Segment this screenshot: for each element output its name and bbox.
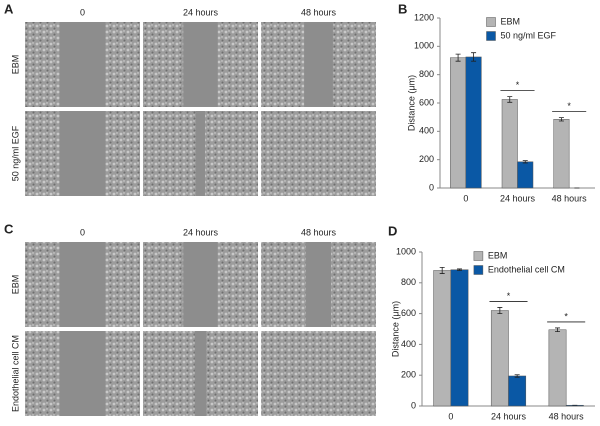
x-tick-label: 48 hours — [552, 193, 588, 203]
bar — [433, 270, 452, 407]
y-axis-label: Distance (μm) — [390, 301, 400, 357]
bar — [465, 56, 482, 189]
legend-swatch — [473, 251, 484, 261]
x-tick-label: 24 hours — [491, 411, 527, 421]
y-tick-label: 200 — [401, 370, 416, 380]
x-tick-label: 48 hours — [549, 411, 585, 421]
error-bar — [522, 160, 528, 164]
column-label: 24 hours — [183, 227, 219, 237]
column-label: 0 — [80, 7, 85, 17]
panel-label: D — [388, 223, 397, 238]
x-tick-label: 0 — [463, 193, 468, 203]
error-bar — [455, 53, 461, 62]
bar — [501, 99, 518, 189]
wound-gap — [59, 111, 106, 196]
y-tick-label: 800 — [401, 277, 416, 287]
error-bar — [555, 327, 561, 333]
column-label: 0 — [80, 227, 85, 237]
y-tick-label: 200 — [419, 154, 434, 164]
wound-gap — [59, 242, 106, 327]
legend-swatch — [486, 31, 496, 41]
column-label: 48 hours — [301, 227, 337, 237]
wound-gap — [59, 22, 106, 107]
error-bar — [456, 268, 462, 271]
error-bar — [439, 267, 445, 274]
error-bar — [514, 374, 520, 378]
y-tick-label: 400 — [401, 339, 416, 349]
wound-gap — [304, 22, 333, 107]
error-bar — [497, 307, 503, 314]
bar — [548, 329, 567, 407]
bar — [517, 161, 534, 189]
y-tick-label: 1200 — [414, 12, 434, 22]
panel-label: A — [4, 1, 14, 16]
x-tick-label: 24 hours — [500, 193, 536, 203]
y-tick-label: 400 — [419, 126, 434, 136]
legend-swatch — [473, 265, 484, 275]
error-bar — [558, 117, 564, 122]
legend-label: Endothelial cell CM — [488, 264, 565, 274]
row-label: 50 ng/ml EGF — [10, 125, 20, 181]
bar — [450, 57, 467, 189]
micrograph — [261, 331, 376, 416]
wound-gap — [183, 242, 218, 327]
significance-mark: * — [516, 80, 520, 90]
error-bar — [471, 52, 477, 62]
y-axis-label: Distance (μm) — [406, 75, 416, 131]
row-label: EBM — [10, 55, 20, 75]
significance-mark: * — [564, 311, 568, 321]
wound-gap — [59, 331, 106, 416]
significance-mark: * — [567, 101, 571, 111]
wound-gap — [183, 22, 218, 107]
legend-label: EBM — [488, 250, 508, 260]
y-tick-label: 1000 — [414, 41, 434, 51]
wound-gap — [195, 111, 206, 196]
legend-swatch — [486, 17, 496, 27]
x-tick-label: 0 — [448, 411, 453, 421]
significance-mark: * — [507, 291, 511, 301]
bar — [490, 310, 509, 407]
y-tick-label: 800 — [419, 69, 434, 79]
y-tick-label: 600 — [419, 97, 434, 107]
y-tick-label: 0 — [411, 400, 416, 410]
panel-label: C — [4, 221, 14, 236]
y-tick-label: 1000 — [396, 246, 416, 256]
legend-label: EBM — [501, 16, 521, 26]
y-tick-label: 0 — [429, 182, 434, 192]
column-label: 48 hours — [301, 7, 337, 17]
micrograph — [261, 111, 376, 196]
error-bar — [507, 96, 513, 103]
y-tick-label: 600 — [401, 308, 416, 318]
wound-gap — [305, 242, 332, 327]
bar — [553, 119, 570, 189]
column-label: 24 hours — [183, 7, 219, 17]
wound-gap — [194, 331, 207, 416]
bar — [450, 269, 469, 407]
panel-label: B — [398, 1, 407, 16]
row-label: Endothelial cell CM — [10, 335, 20, 412]
legend-label: 50 ng/ml EGF — [501, 30, 557, 40]
row-label: EBM — [10, 275, 20, 295]
bar — [508, 375, 527, 407]
